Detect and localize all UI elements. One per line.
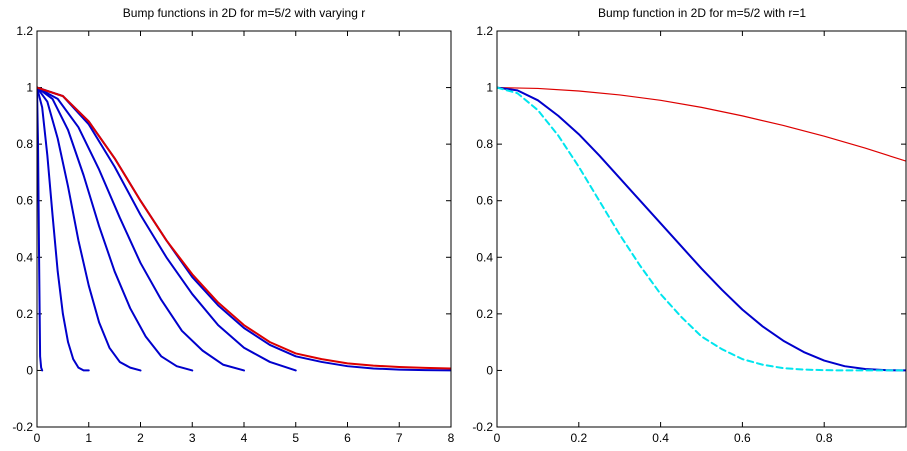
right-xtick-label: 0 <box>494 431 501 445</box>
left-ytick-label: 1.2 <box>16 24 33 38</box>
right-plot-area: -0.200.20.40.60.811.20 0.2 0.4 0.6 0.8 <box>472 24 906 445</box>
left-series-line-5 <box>37 86 245 372</box>
right-chart: Bump function in 2D for m=5/2 with r=1 -… <box>472 6 907 445</box>
right-xtick-label: 0.4 <box>652 431 669 445</box>
left-series-line-2 <box>37 86 90 372</box>
left-xtick-label: 6 <box>344 431 351 445</box>
left-xtick-label: 3 <box>189 431 196 445</box>
left-ytick-label: 0 <box>26 363 33 377</box>
right-ytick-label: 0.4 <box>476 250 493 264</box>
right-xtick-label: 0.2 <box>570 431 587 445</box>
left-ytick-label: 0.8 <box>16 137 33 151</box>
right-ytick-label: 0.8 <box>476 137 493 151</box>
left-series-line-1 <box>37 86 44 372</box>
left-xtick-label: 8 <box>448 431 455 445</box>
left-series-line-3 <box>37 86 142 372</box>
right-ytick-label: 0 <box>486 363 493 377</box>
left-xtick-label: 2 <box>137 431 144 445</box>
left-axes-box <box>36 30 452 428</box>
right-xtick-label: 0.6 <box>734 431 751 445</box>
left-chart-title: Bump functions in 2D for m=5/2 with vary… <box>123 6 365 20</box>
left-xtick-label: 7 <box>396 431 403 445</box>
right-ytick-label: 0.6 <box>476 194 493 208</box>
right-chart-title: Bump function in 2D for m=5/2 with r=1 <box>598 6 806 20</box>
left-plot-area: -0.200.20.40.60.811.20 1 2 3 4 5 6 7 8 <box>12 24 454 445</box>
left-ytick-label: -0.2 <box>12 420 33 434</box>
left-ytick-label: 0.6 <box>16 194 33 208</box>
right-series-line-1 <box>497 86 906 162</box>
left-chart: Bump functions in 2D for m=5/2 with vary… <box>12 6 454 445</box>
right-ytick-label: 0.2 <box>476 307 493 321</box>
right-ytick-label: -0.2 <box>472 420 493 434</box>
left-series-line-8 <box>37 86 451 370</box>
left-series-line-4 <box>37 86 194 372</box>
right-ytick-label: 1 <box>486 81 493 95</box>
left-ytick-label: 0.4 <box>16 250 33 264</box>
right-ytick-label: 1.2 <box>476 24 493 38</box>
left-xtick-label: 1 <box>85 431 92 445</box>
right-series-line-3 <box>497 86 906 372</box>
left-xtick-label: 5 <box>292 431 299 445</box>
left-ytick-label: 1 <box>26 81 33 95</box>
left-series-line-6 <box>37 86 297 372</box>
left-xtick-label: 4 <box>241 431 248 445</box>
left-xtick-label: 0 <box>34 431 41 445</box>
right-series-line-2 <box>497 86 906 372</box>
left-ytick-label: 0.2 <box>16 307 33 321</box>
right-axes-box <box>496 30 907 428</box>
right-xtick-label: 0.8 <box>816 431 833 445</box>
